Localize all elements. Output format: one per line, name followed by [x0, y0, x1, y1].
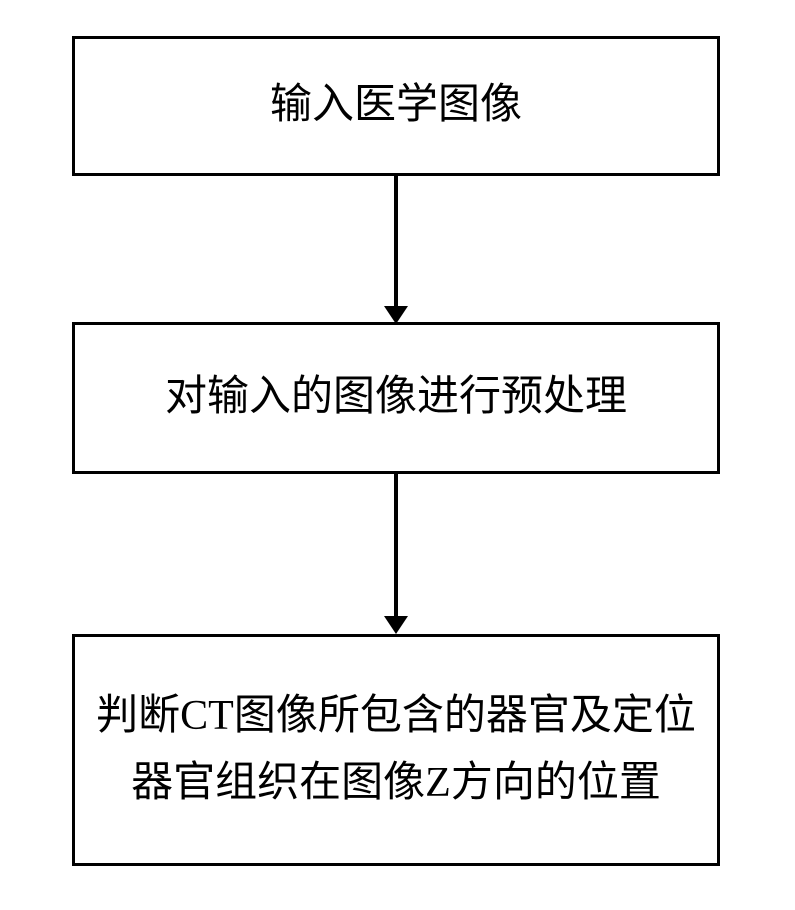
flow-node-preprocess: 对输入的图像进行预处理 — [72, 322, 720, 474]
flow-node-label: 输入医学图像 — [270, 72, 522, 139]
flow-node-input: 输入医学图像 — [72, 36, 720, 176]
flowchart-canvas: 输入医学图像 对输入的图像进行预处理 判断CT图像所包含的器官及定位器官组织在图… — [0, 0, 795, 910]
flow-node-label: 对输入的图像进行预处理 — [165, 364, 627, 431]
flow-node-label: 判断CT图像所包含的器官及定位器官组织在图像Z方向的位置 — [95, 683, 697, 817]
flow-arrow — [394, 176, 398, 308]
flow-arrow-head — [384, 616, 408, 634]
flow-arrow — [394, 474, 398, 618]
flow-node-judge: 判断CT图像所包含的器官及定位器官组织在图像Z方向的位置 — [72, 634, 720, 866]
